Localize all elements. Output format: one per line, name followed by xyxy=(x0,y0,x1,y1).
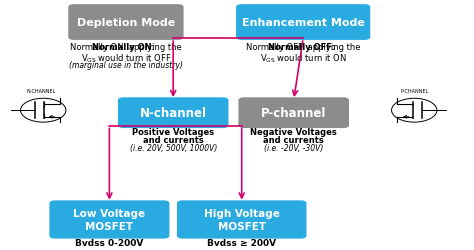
Text: V$_{\rm GS}$ would turn it ON: V$_{\rm GS}$ would turn it ON xyxy=(260,52,346,64)
Text: (i.e. 20V, 500V, 1000V): (i.e. 20V, 500V, 1000V) xyxy=(129,144,217,152)
Text: Positive Voltages: Positive Voltages xyxy=(132,128,214,136)
FancyBboxPatch shape xyxy=(68,5,183,41)
Text: P-channel: P-channel xyxy=(261,107,327,120)
Text: Bvdss ≥ 200V: Bvdss ≥ 200V xyxy=(207,238,276,247)
Text: N-channel: N-channel xyxy=(140,107,207,120)
Text: N-CHANNEL: N-CHANNEL xyxy=(26,89,55,94)
Text: Low Voltage
MOSFET: Low Voltage MOSFET xyxy=(73,208,146,231)
FancyBboxPatch shape xyxy=(236,5,370,41)
Text: V$_{\rm GS}$ would turn it OFF: V$_{\rm GS}$ would turn it OFF xyxy=(81,52,171,64)
Text: Normally OFF: applying the: Normally OFF: applying the xyxy=(246,43,360,52)
Text: Normally OFF:: Normally OFF: xyxy=(268,43,335,52)
Text: Normally ON:: Normally ON: xyxy=(92,43,155,52)
FancyBboxPatch shape xyxy=(118,98,228,128)
Text: Negative Voltages: Negative Voltages xyxy=(250,128,337,136)
Text: Bvdss 0-200V: Bvdss 0-200V xyxy=(75,238,144,247)
Text: Normally ON: applying the: Normally ON: applying the xyxy=(70,43,182,52)
Text: Enhancement Mode: Enhancement Mode xyxy=(242,18,365,28)
Text: and currents: and currents xyxy=(143,136,203,144)
FancyBboxPatch shape xyxy=(49,200,169,239)
FancyBboxPatch shape xyxy=(177,200,307,239)
Text: High Voltage
MOSFET: High Voltage MOSFET xyxy=(204,208,280,231)
Text: (marginal use in the industry): (marginal use in the industry) xyxy=(69,61,183,70)
Text: and currents: and currents xyxy=(264,136,324,144)
Text: (i.e. -20V, -30V): (i.e. -20V, -30V) xyxy=(264,144,323,152)
FancyBboxPatch shape xyxy=(238,98,349,128)
Text: P-CHANNEL: P-CHANNEL xyxy=(400,89,428,94)
Text: Depletion Mode: Depletion Mode xyxy=(77,18,175,28)
